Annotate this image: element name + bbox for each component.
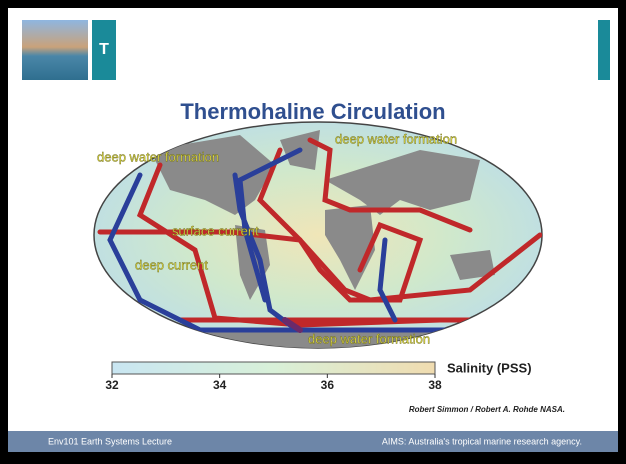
- map-label: deep water formation: [335, 131, 457, 146]
- map: [93, 121, 543, 349]
- map-label: deep water formation: [97, 149, 219, 164]
- salinity-bar: [111, 361, 436, 375]
- header-bar: [598, 20, 610, 80]
- footer: [8, 431, 618, 452]
- header-title: T: [99, 41, 109, 58]
- salinity-tick-label: 38: [428, 378, 442, 392]
- salinity-tick-label: 32: [105, 378, 119, 392]
- salinity-tick-label: 36: [321, 378, 335, 392]
- salinity-tick-label: 34: [213, 378, 227, 392]
- footer-left: Env101 Earth Systems Lecture: [48, 436, 172, 446]
- map-label: deep water formation: [308, 331, 430, 346]
- map-label: deep current: [135, 257, 208, 272]
- credit: Robert Simmon / Robert A. Rohde NASA.: [409, 405, 565, 414]
- map-label: surface current: [172, 223, 259, 238]
- header-photo: [22, 20, 88, 80]
- footer-right: AIMS: Australia's tropical marine resear…: [382, 436, 582, 446]
- slide-title: Thermohaline Circulation: [180, 99, 445, 124]
- salinity-label: Salinity (PSS): [447, 360, 532, 375]
- header-box: [92, 20, 116, 80]
